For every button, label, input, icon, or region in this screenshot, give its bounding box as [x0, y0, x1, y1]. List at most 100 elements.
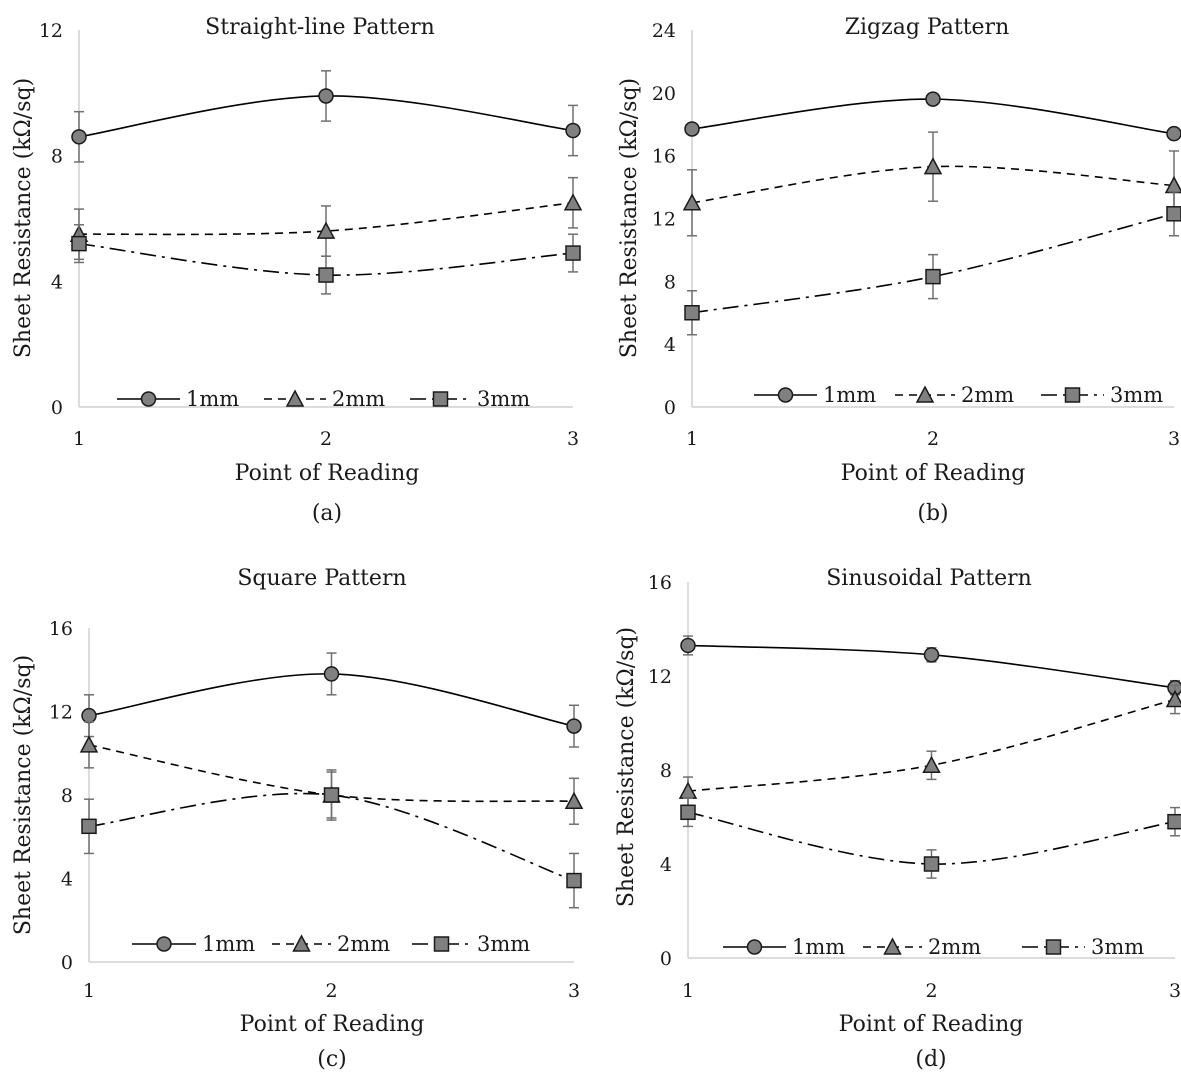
- legend-label: 2mm: [928, 935, 981, 959]
- y-tick-label: 8: [660, 760, 672, 782]
- data-point-triangle: [922, 755, 941, 774]
- legend-label: 3mm: [477, 387, 530, 411]
- data-point-triangle: [682, 193, 702, 211]
- chart-title: Square Pattern: [237, 566, 406, 591]
- y-tick-label: 0: [61, 952, 73, 974]
- x-tick-label: 1: [682, 980, 694, 1002]
- legend-label: 1mm: [823, 383, 876, 407]
- legend-label: 2mm: [337, 932, 390, 956]
- x-tick-label: 1: [83, 980, 95, 1002]
- legend: 1mm 2mm 3mm: [723, 935, 1144, 959]
- x-tick-label: 1: [686, 428, 698, 450]
- legend-marker-square: [432, 391, 449, 407]
- data-point-circle: [1166, 125, 1181, 142]
- legend-label: 1mm: [202, 932, 255, 956]
- series-2mm: [682, 131, 1181, 237]
- y-tick-label: 0: [664, 397, 676, 419]
- x-tick-label: 3: [568, 980, 580, 1002]
- data-point-circle: [565, 122, 581, 139]
- series-1mm: [684, 91, 1181, 142]
- series-1mm: [81, 652, 582, 748]
- legend-marker-square: [433, 936, 450, 952]
- data-point-square: [323, 787, 340, 803]
- data-point-triangle: [563, 193, 583, 211]
- series-3mm: [81, 769, 582, 909]
- y-tick-label: 20: [652, 83, 676, 105]
- legend-marker-square: [1045, 939, 1062, 955]
- data-point-square: [566, 872, 582, 889]
- y-tick-label: 12: [648, 666, 672, 688]
- x-axis-label: Point of Reading: [235, 461, 420, 486]
- y-axis-label: Sheet Resistance (kΩ/sq): [617, 78, 642, 358]
- x-axis-label: Point of Reading: [841, 461, 1026, 486]
- chart-title: Sinusoidal Pattern: [826, 566, 1032, 591]
- y-tick-label: 4: [664, 334, 676, 356]
- legend-marker-triangle: [883, 937, 902, 955]
- data-point-square: [81, 818, 97, 835]
- series-1mm: [71, 70, 581, 163]
- y-axis-label: Sheet Resistance (kΩ/sq): [11, 78, 36, 358]
- legend-marker-circle: [777, 387, 794, 403]
- y-tick-label: 16: [49, 618, 73, 640]
- data-point-triangle: [79, 735, 99, 753]
- x-tick-label: 2: [927, 428, 939, 450]
- series-3mm: [684, 191, 1181, 336]
- x-tick-label: 2: [325, 980, 337, 1002]
- data-point-square: [318, 267, 334, 283]
- legend: 1mm 2mm 3mm: [132, 932, 530, 956]
- series-1mm: [680, 635, 1181, 696]
- y-tick-label: 8: [51, 146, 63, 168]
- y-tick-label: 0: [51, 397, 63, 419]
- series-3mm: [71, 224, 581, 295]
- legend-marker-triangle: [915, 385, 935, 403]
- panel-caption: (c): [317, 1047, 347, 1072]
- legend-label: 3mm: [477, 932, 530, 956]
- data-point-circle: [318, 88, 334, 104]
- panel-caption: (d): [915, 1047, 946, 1072]
- data-point-circle: [81, 707, 97, 724]
- x-tick-label: 3: [1169, 980, 1181, 1002]
- data-point-triangle: [1165, 689, 1181, 708]
- data-point-circle: [923, 647, 940, 663]
- y-tick-label: 8: [61, 785, 73, 807]
- data-point-circle: [323, 666, 340, 682]
- y-tick-label: 24: [652, 20, 676, 42]
- data-point-square: [1167, 813, 1181, 830]
- data-point-square: [71, 235, 87, 252]
- data-point-square: [565, 245, 581, 261]
- x-tick-label: 2: [925, 980, 937, 1002]
- data-point-square: [923, 856, 940, 872]
- series-2mm: [69, 176, 583, 261]
- data-point-triangle: [316, 221, 336, 239]
- data-point-circle: [566, 718, 582, 734]
- data-point-square: [925, 268, 941, 285]
- chart-title: Straight-line Pattern: [205, 15, 435, 40]
- x-tick-label: 3: [1168, 428, 1180, 450]
- y-axis-label: Sheet Resistance (kΩ/sq): [614, 627, 639, 907]
- data-point-triangle: [564, 791, 584, 810]
- data-point-square: [1166, 206, 1181, 222]
- data-point-circle: [680, 637, 696, 654]
- legend-label: 2mm: [961, 383, 1014, 407]
- legend: 1mm 2mm 3mm: [754, 383, 1163, 407]
- y-tick-label: 16: [648, 572, 672, 594]
- series-line: [88, 792, 575, 882]
- legend-label: 3mm: [1091, 935, 1144, 959]
- y-tick-label: 16: [652, 146, 676, 168]
- legend-marker-circle: [746, 939, 763, 955]
- data-point-circle: [925, 91, 941, 107]
- legend: 1mm 2mm 3mm: [117, 387, 530, 411]
- legend-label: 1mm: [792, 935, 845, 959]
- legend-marker-square: [1064, 387, 1081, 403]
- legend-marker-triangle: [285, 389, 305, 407]
- x-tick-label: 3: [567, 428, 579, 450]
- chart-title: Zigzag Pattern: [845, 15, 1010, 40]
- legend-label: 2mm: [332, 387, 385, 411]
- y-tick-label: 0: [660, 948, 672, 970]
- data-point-triangle: [923, 157, 943, 175]
- y-tick-label: 4: [660, 854, 672, 876]
